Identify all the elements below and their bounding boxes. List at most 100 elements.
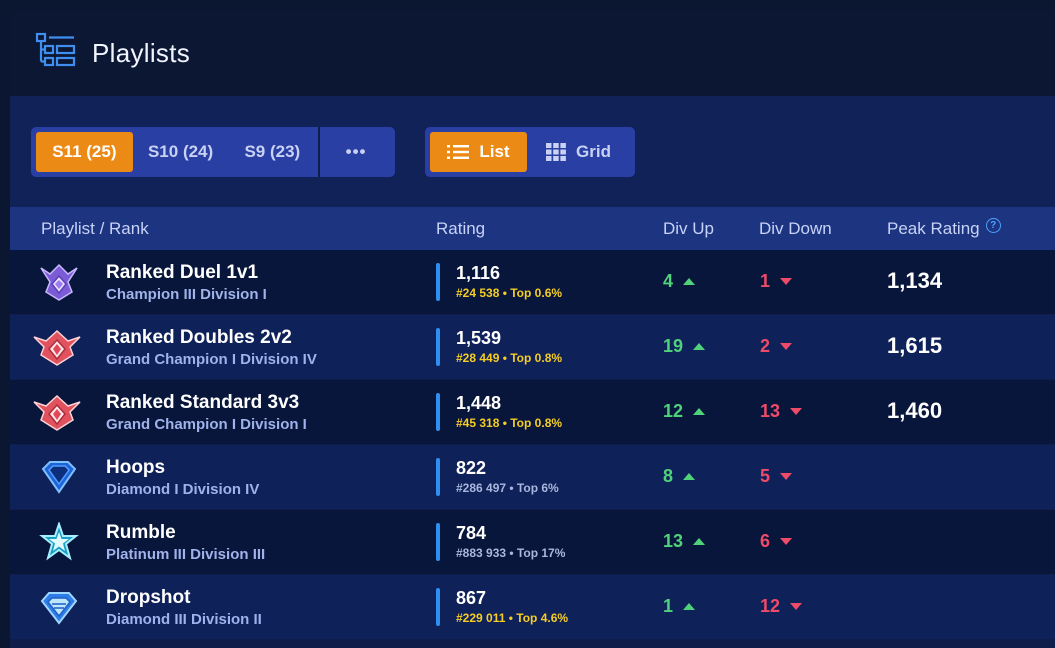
peak-rating-label: Peak Rating <box>887 218 980 238</box>
playlist-name: Ranked Duel 1v1 <box>106 262 259 283</box>
arrow-up-icon <box>693 408 706 415</box>
playlist-rank: Grand Champion I Division IV <box>106 351 317 368</box>
playlist-rank: Champion III Division I <box>106 286 267 303</box>
playlist-icon <box>34 31 78 76</box>
div-up: 4 <box>663 271 696 292</box>
grand-champion-rank-icon <box>33 392 81 432</box>
playlist-rank: Diamond III Division II <box>106 611 262 628</box>
peak-rating: 1,615 <box>887 333 943 358</box>
rating-value: 1,448 <box>456 393 502 413</box>
list-view-button[interactable]: List <box>430 132 527 172</box>
arrow-up-icon <box>683 603 696 610</box>
peak-rating: 1,134 <box>887 268 943 293</box>
rating-bar <box>436 523 440 561</box>
playlist-rank: Platinum III Division III <box>106 546 266 563</box>
rating-bar <box>436 263 440 301</box>
div-down: 2 <box>760 336 793 357</box>
rating-value: 784 <box>456 523 487 543</box>
column-header-div-up[interactable]: Div Up <box>663 218 715 238</box>
playlist-name: Ranked Doubles 2v2 <box>106 327 292 348</box>
arrow-down-icon <box>780 473 793 480</box>
more-seasons-button[interactable]: ••• <box>345 142 367 161</box>
arrow-down-icon <box>780 343 793 350</box>
table-row[interactable]: Ranked Duel 1v1 Champion III Division I … <box>10 250 1055 314</box>
rating-bar <box>436 328 440 366</box>
rating-position: #883 933 • Top 17% <box>456 546 566 560</box>
page-title: Playlists <box>92 37 191 68</box>
card-header: Playlists <box>10 10 1055 96</box>
column-header-rating[interactable]: Rating <box>436 218 486 238</box>
div-up-value: 12 <box>663 401 684 421</box>
controls-bar: S11 (25) S10 (24) S9 (23) ••• List <box>10 96 1055 207</box>
playlist-name: Rumble <box>106 522 176 543</box>
column-header-div-down[interactable]: Div Down <box>759 218 832 238</box>
season-selector: S11 (25) S10 (24) S9 (23) ••• <box>31 127 395 177</box>
table-row[interactable]: Ranked Standard 3v3 Grand Champion I Div… <box>10 380 1055 444</box>
diamond-rank-icon <box>38 457 80 497</box>
arrow-down-icon <box>790 408 803 415</box>
peak-rating: 1,460 <box>887 398 943 423</box>
rating-value: 867 <box>456 588 487 608</box>
rating-value: 1,116 <box>456 263 501 283</box>
grid-icon <box>546 143 566 161</box>
arrow-down-icon <box>780 278 793 285</box>
div-down-value: 13 <box>760 401 781 421</box>
div-up-value: 1 <box>663 596 674 616</box>
div-down: 12 <box>760 596 803 617</box>
div-down-value: 5 <box>760 466 771 486</box>
platinum-rank-icon <box>38 520 80 562</box>
div-up: 1 <box>663 596 696 617</box>
table-row[interactable]: Dropshot Diamond III Division II 867 #22… <box>10 575 1055 639</box>
list-view-label: List <box>479 142 510 161</box>
rating-position: #229 011 • Top 4.6% <box>456 611 569 625</box>
arrow-up-icon <box>683 278 696 285</box>
playlist-rank: Grand Champion I Division I <box>106 416 307 433</box>
rating-value: 822 <box>456 458 487 478</box>
div-down: 6 <box>760 531 793 552</box>
season-divider <box>318 127 321 177</box>
list-icon <box>447 144 470 160</box>
help-icon[interactable]: ? <box>985 218 1001 233</box>
view-toggle: List Grid <box>425 127 635 177</box>
diamond-rank-icon <box>38 587 80 627</box>
season-tab-s11[interactable]: S11 (25) <box>36 132 133 172</box>
div-down: 13 <box>760 401 803 422</box>
div-up-value: 13 <box>663 531 684 551</box>
arrow-up-icon <box>693 343 706 350</box>
grid-view-label: Grid <box>576 142 611 161</box>
table-row[interactable]: Hoops Diamond I Division IV 822 #286 497… <box>10 445 1055 509</box>
playlist-name: Ranked Standard 3v3 <box>106 392 300 413</box>
grid-view-button[interactable]: Grid <box>527 132 630 172</box>
table-row[interactable]: Rumble Platinum III Division III 784 #88… <box>10 510 1055 574</box>
arrow-up-icon <box>683 473 696 480</box>
arrow-down-icon <box>780 538 793 545</box>
arrow-up-icon <box>693 538 706 545</box>
rating-bar <box>436 588 440 626</box>
rating-position: #286 497 • Top 6% <box>456 481 559 495</box>
arrow-down-icon <box>790 603 803 610</box>
div-down-value: 1 <box>760 271 771 291</box>
div-down-value: 12 <box>760 596 781 616</box>
column-header-playlist[interactable]: Playlist / Rank <box>41 218 149 238</box>
rating-position: #45 318 • Top 0.8% <box>456 416 563 430</box>
rating-value: 1,539 <box>456 328 502 348</box>
div-up: 19 <box>663 336 706 357</box>
column-header-peak-rating[interactable]: Peak Rating ? <box>887 218 1001 239</box>
div-up: 13 <box>663 531 706 552</box>
season-tab-s9[interactable]: S9 (23) <box>244 142 301 161</box>
div-up: 12 <box>663 401 706 422</box>
playlist-rank: Diamond I Division IV <box>106 481 260 498</box>
div-up-value: 8 <box>663 466 674 486</box>
table-header: Playlist / Rank Rating Div Up Div Down P… <box>10 207 1055 250</box>
rating-position: #24 538 • Top 0.6% <box>456 286 563 300</box>
playlists-card: Playlists S11 (25) S10 (24) S9 (23) ••• <box>10 10 1055 648</box>
grand-champion-rank-icon <box>33 327 81 367</box>
table-row[interactable]: Ranked Doubles 2v2 Grand Champion I Divi… <box>10 315 1055 379</box>
div-up-value: 4 <box>663 271 674 291</box>
rating-position: #28 449 • Top 0.8% <box>456 351 563 365</box>
season-tab-s10[interactable]: S10 (24) <box>147 142 214 161</box>
div-down-value: 2 <box>760 336 771 356</box>
div-down: 1 <box>760 271 793 292</box>
rating-bar <box>436 458 440 496</box>
rating-bar <box>436 393 440 431</box>
